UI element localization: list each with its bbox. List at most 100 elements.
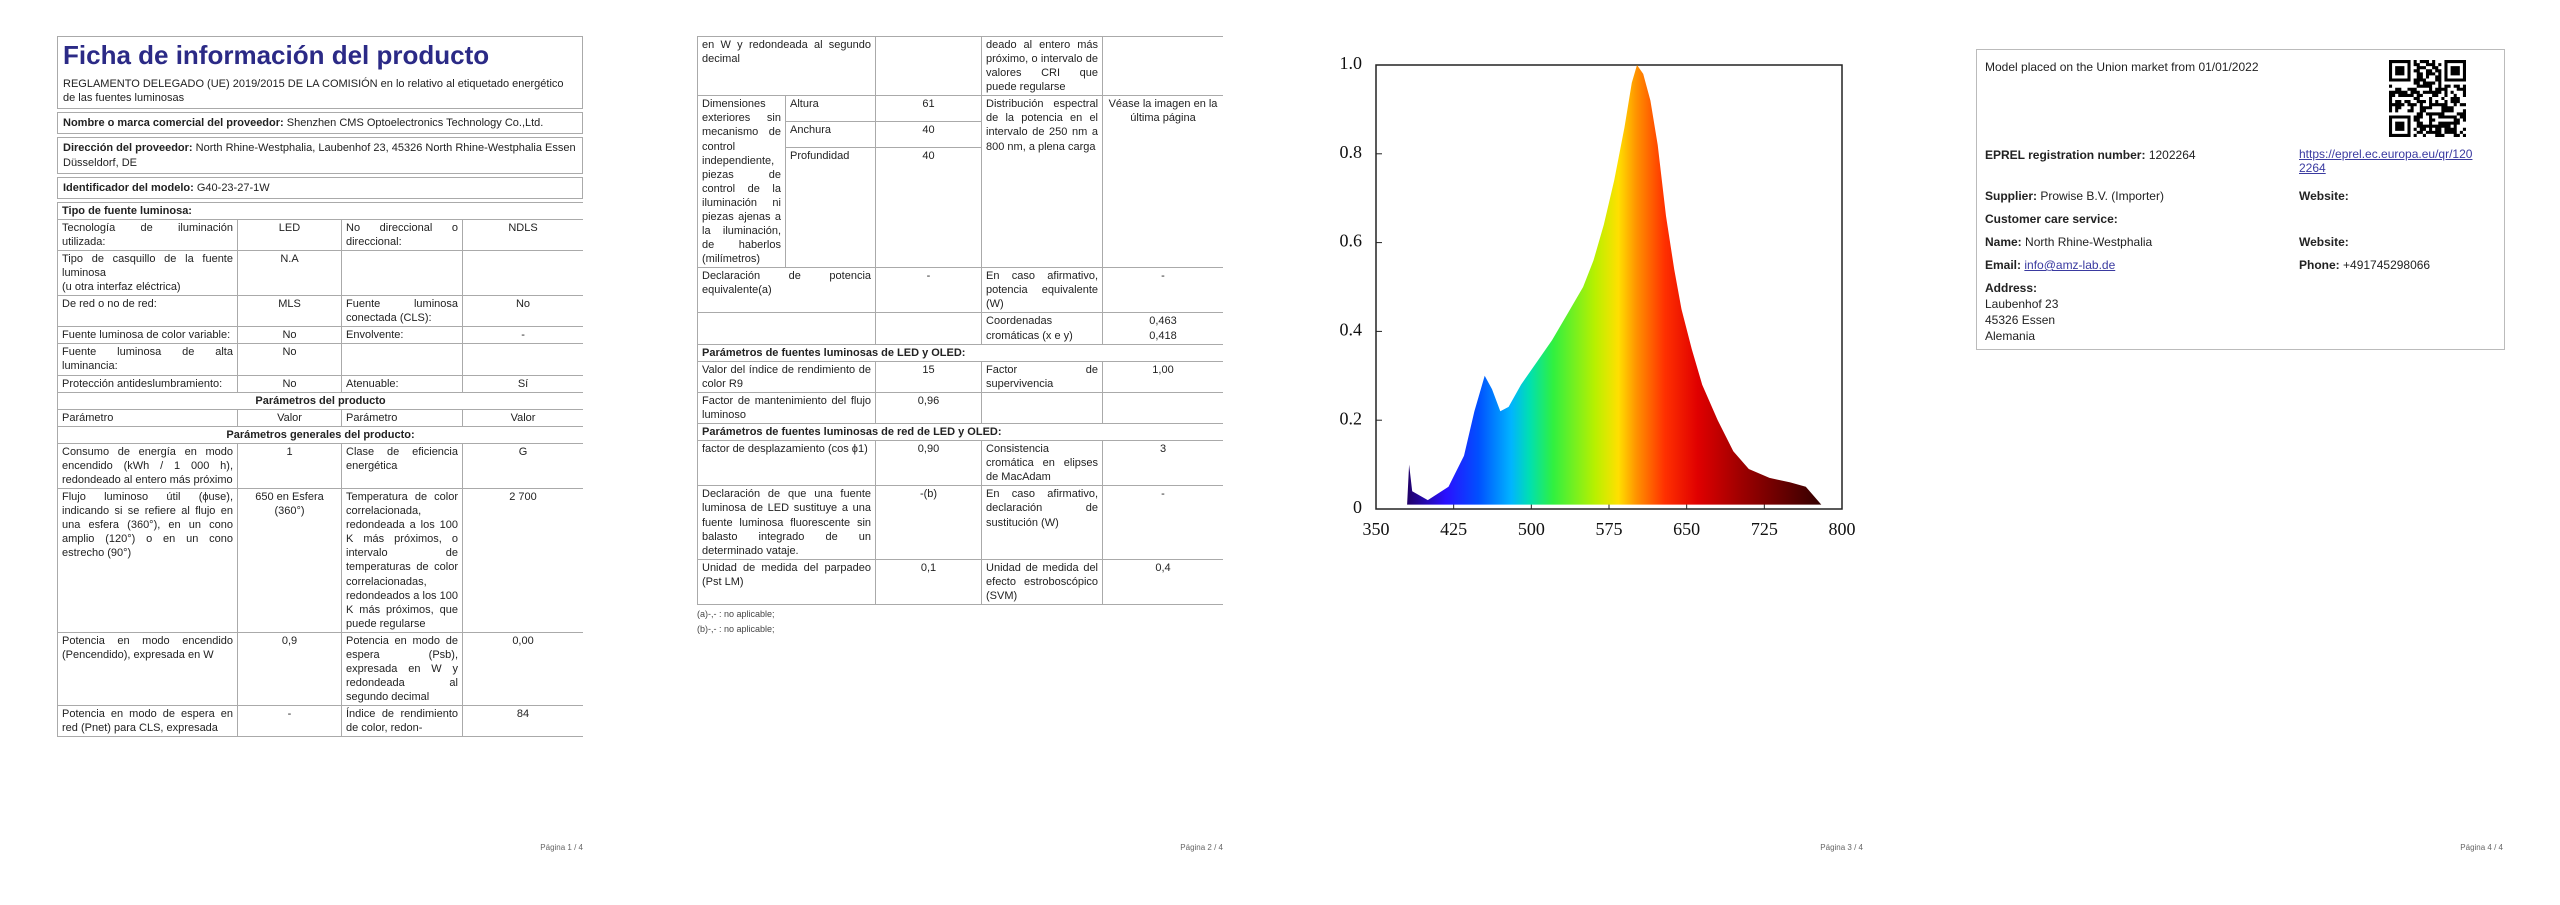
email-link[interactable]: info@amz-lab.de (2024, 258, 2116, 272)
regulation: REGLAMENTO DELEGADO (UE) 2019/2015 DE LA… (63, 78, 564, 105)
cell: G (461, 442, 583, 490)
cell: - (1102, 485, 1223, 560)
cell: Potencia en modo de espera en red (Pnet)… (57, 705, 238, 738)
cell: Unidad de medida del efecto estroboscópi… (981, 558, 1104, 605)
cell: Flujo luminoso útil (ϕuse), indicando si… (57, 488, 238, 633)
doc-title: Ficha de información del producto (63, 40, 490, 70)
cell: 650 en Esfera (360°) (237, 488, 342, 633)
cell (1102, 36, 1223, 97)
cell: - (875, 267, 983, 314)
cell: Unidad de medida del parpadeo (Pst LM) (697, 558, 877, 605)
x-tick-label: 725 (1751, 519, 1778, 539)
cell: -(b) (875, 485, 983, 560)
page-footer: Página 1 / 4 (540, 843, 583, 852)
cell: Envolvente: (341, 326, 463, 345)
table-row: Potencia en modo encendido (Pencendido),… (57, 631, 583, 707)
cell: Factor de supervivencia (981, 360, 1104, 393)
table-row: Fuente luminosa de color variable: No Envo… (57, 326, 583, 345)
section-heading: Parámetros generales del producto: (57, 425, 583, 444)
dim-value: 40 (875, 121, 983, 149)
table-row: Coordenadas cromáticas (x e y) 0,463 0,41… (697, 312, 1223, 345)
cell: LED (237, 218, 342, 251)
field-label: Supplier: (1985, 189, 2038, 203)
cell: Tipo de casquillo de la fuente luminosa … (57, 249, 238, 297)
cell: Tecnología de iluminación utilizada: (57, 218, 238, 251)
cell: 1 (237, 442, 342, 490)
qr-code (2389, 60, 2466, 137)
cell: Valor (237, 408, 342, 427)
cell: Protección antideslumbramiento: (57, 374, 238, 393)
table-row: Parámetros de fuentes luminosas de LED y… (697, 343, 1223, 362)
cell: 2 700 (461, 488, 583, 633)
cell: Factor de mantenimiento del flujo lumino… (697, 391, 877, 425)
cell: Valor del índice de rendimiento de color… (697, 360, 877, 393)
cell: En caso afirmativo, potencia equivalente… (981, 267, 1104, 314)
dim-label: Anchura (784, 121, 877, 149)
email-field: Email: info@amz-lab.de (1985, 258, 2115, 273)
cell: 15 (875, 360, 983, 393)
cell (981, 391, 1104, 425)
y-tick-label: 0.4 (1340, 320, 1363, 340)
qr-modules (2389, 60, 2466, 137)
eprel-field: EPREL registration number: 1202264 (1985, 148, 2196, 163)
footnotes: (a)-,- : no aplicable; (b)-,- : no aplica… (697, 609, 1223, 636)
field-value: North Rhine-Westphalia, Laubenhof 23, 45… (63, 142, 576, 169)
cell: NDLS (461, 218, 583, 251)
supplier-field: Identificador del modelo: G40-23-27-1W (57, 176, 583, 199)
table-row: Factor de mantenimiento del flujo lumino… (697, 391, 1223, 425)
x-tick-label: 500 (1518, 519, 1545, 539)
market-date: Model placed on the Union market from 01… (1985, 60, 2259, 74)
cell: N.A (237, 249, 342, 297)
cell: De red o no de red: (57, 295, 238, 328)
cell: Fuente luminosa conectada (CLS): (341, 295, 463, 328)
cell: En caso afirmativo, declaración de susti… (981, 485, 1104, 560)
x-tick-label: 800 (1829, 519, 1856, 539)
cell: Valor (461, 408, 583, 427)
cell: factor de desplazamiento (cos ϕ1) (697, 440, 877, 487)
table-row: Profundidad 40 (698, 147, 1224, 269)
cell: No (237, 374, 342, 393)
page-footer: Página 4 / 4 (2460, 843, 2503, 852)
x-tick-label: 575 (1596, 519, 1623, 539)
table-row: Tipo de fuente luminosa: (57, 201, 583, 220)
field-value: G40-23-27-1W (196, 181, 270, 194)
address-line: Alemania (1985, 329, 2036, 343)
field-value: Prowise B.V. (Importer) (2040, 189, 2164, 203)
cell: MLS (237, 295, 342, 328)
cell: Fuente luminosa de alta luminancia: (57, 343, 238, 376)
table-row: Dimensiones exteriores sin mecanismo de … (697, 95, 1223, 269)
page-4-box: Model placed on the Union market from 01… (1976, 49, 2505, 350)
supplier-field: Nombre o marca comercial del proveedor: … (57, 112, 583, 135)
cell: No direccional o direccional: (341, 218, 463, 251)
dim-label: Profundidad (784, 147, 877, 269)
dim-value: 61 (875, 95, 983, 123)
table-row: Parámetros del producto (57, 391, 583, 410)
table-row: Declaración de potencia equivalente(a) - E… (697, 267, 1223, 314)
cell: Temperatura de color correlacionada, red… (341, 488, 463, 633)
page-1: Ficha de información del producto REGLAM… (57, 36, 583, 836)
table-row: Valor del índice de rendimiento de color… (697, 360, 1223, 393)
table-row: Parámetros de fuentes luminosas de red d… (697, 423, 1223, 442)
table-row: Parámetros generales del producto: (57, 425, 583, 444)
cell: en W y redondeada al segundo decimal (697, 36, 877, 97)
cell: Consumo de energía en modo encendido (kW… (57, 442, 238, 490)
cell: Coordenadas cromáticas (x e y) (981, 312, 1104, 345)
cell (875, 312, 983, 345)
table-row: Potencia en modo de espera en red (Pnet)… (57, 705, 583, 738)
table-row: Unidad de medida del parpadeo (Pst LM) 0,… (697, 558, 1223, 605)
header-box: Ficha de información del producto REGLAM… (57, 36, 583, 110)
spectrum-chart: 350 425 500 575 650 725 800 0 0.2 0.4 0.6 0.8 1.0 (1340, 53, 1856, 539)
cell: 0,9 (237, 631, 342, 707)
y-tick-label: 0.6 (1340, 231, 1363, 251)
dim-label: Altura (784, 95, 877, 123)
eprel-link[interactable]: https://eprel.ec.europa.eu/qr/1202264 (2299, 147, 2473, 175)
table-row: Flujo luminoso útil (ϕuse), indicando si… (57, 488, 583, 633)
field-label: Name: (1985, 235, 2022, 249)
field-label: Identificador del modelo: (63, 181, 194, 194)
field-value: Shenzhen CMS Optoelectronics Technology … (286, 117, 544, 130)
cell: - (237, 705, 342, 738)
product-table: Tipo de fuente luminosa: Tecnología de il… (57, 201, 583, 738)
y-tick-label: 0.2 (1340, 408, 1363, 428)
field-label: Website: (2299, 189, 2349, 203)
section-heading: Tipo de fuente luminosa: (57, 201, 583, 220)
